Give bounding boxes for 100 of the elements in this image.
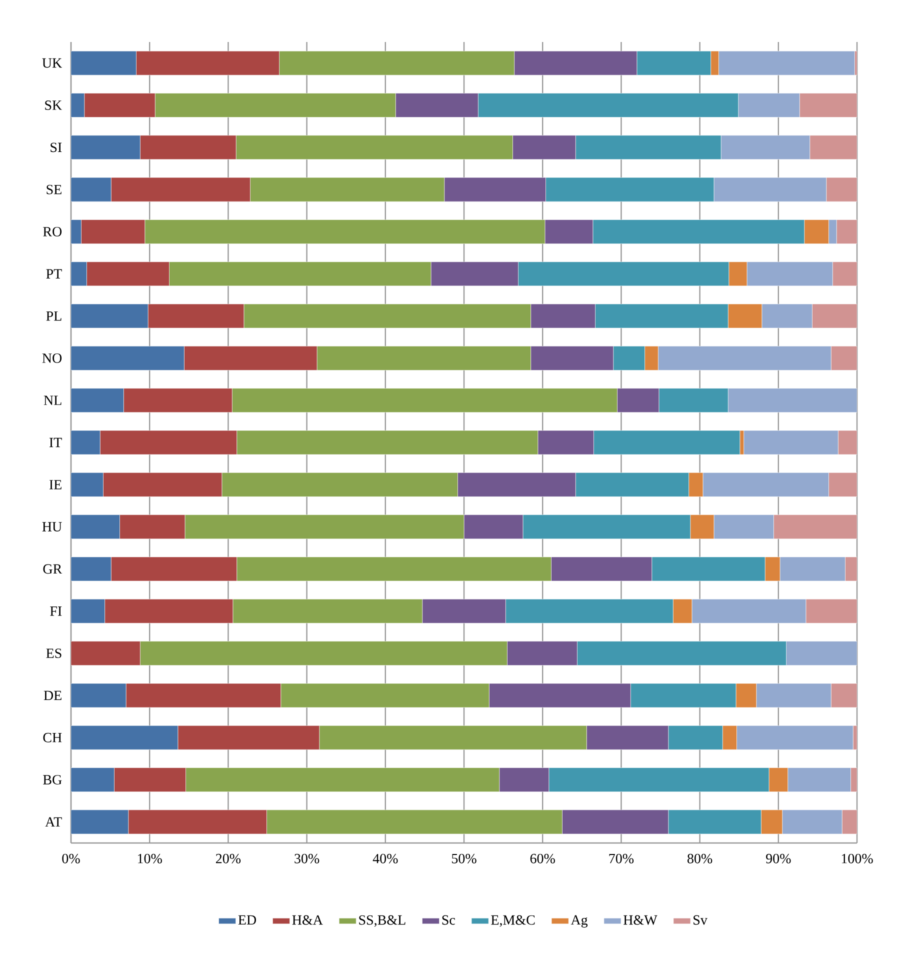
y-tick-label: IE [49, 480, 62, 490]
x-tick-label: 50% [452, 854, 476, 864]
y-tick-label: CH [43, 732, 62, 742]
x-tick-label: 100% [842, 854, 873, 864]
y-tick-label: RO [43, 227, 62, 236]
legend-label: ED [238, 915, 256, 925]
x-tick-label: 90% [766, 854, 791, 864]
legend-label: Sc [442, 915, 455, 925]
legend-label: Sv [694, 915, 708, 925]
bar [71, 50, 136, 76]
bar [71, 556, 112, 582]
y-tick-label: ES [46, 648, 62, 658]
bar [838, 430, 858, 455]
bar [746, 262, 833, 286]
bar [71, 388, 124, 413]
bar [71, 514, 120, 539]
bar [81, 220, 146, 244]
y-tick-label: GR [43, 564, 62, 574]
bar [842, 810, 858, 834]
bar [830, 683, 858, 708]
legend-label: H&A [292, 915, 323, 925]
bar [836, 220, 858, 244]
bar [738, 93, 800, 118]
bar [124, 388, 232, 413]
bar [71, 135, 140, 160]
legend-label: H&W [624, 915, 658, 925]
bar [744, 430, 838, 455]
bar [100, 430, 237, 455]
bar [140, 135, 236, 160]
bar [110, 556, 237, 582]
bar [830, 346, 858, 370]
bar [780, 556, 846, 582]
bar [786, 641, 858, 666]
bar [71, 177, 112, 202]
bar [702, 472, 829, 497]
bar [71, 683, 126, 708]
bar [178, 725, 320, 750]
bar [184, 346, 318, 370]
x-tick-label: 30% [294, 854, 320, 864]
legend-label: E,M&C [491, 915, 535, 927]
bar [128, 810, 267, 834]
bar [110, 177, 250, 202]
bar [658, 346, 832, 370]
y-tick-label: SK [45, 100, 62, 110]
bar [71, 598, 105, 624]
bar [148, 304, 244, 328]
y-tick-label: PT [46, 269, 62, 278]
bar [828, 472, 858, 497]
bar [799, 93, 858, 118]
y-tick-label: HU [42, 522, 62, 532]
y-tick-label: FI [50, 606, 62, 616]
bar [714, 514, 774, 539]
bar [71, 304, 148, 328]
bar [788, 768, 851, 792]
legend-label: SS,B&L [359, 915, 406, 927]
bar [71, 810, 129, 834]
bar [714, 177, 827, 202]
bar [86, 262, 170, 286]
bar [71, 220, 82, 244]
bar [782, 810, 842, 834]
x-tick-label: 40% [372, 854, 398, 864]
y-tick-label: SE [46, 184, 62, 194]
x-tick-label: 10% [138, 854, 162, 864]
y-tick-label: SI [50, 142, 62, 152]
bar [810, 135, 858, 160]
bar [114, 768, 186, 792]
bar [762, 304, 812, 328]
bar [728, 388, 858, 413]
y-tick-label: NO [42, 353, 62, 363]
legend-label: Ag [570, 915, 588, 928]
bar [832, 262, 858, 286]
x-tick-label: 20% [216, 854, 241, 864]
bar [692, 598, 806, 624]
bar [812, 304, 858, 328]
bar [720, 135, 810, 160]
y-tick-label: BG [43, 775, 62, 784]
y-tick-label: DE [44, 690, 62, 700]
bar [806, 598, 858, 624]
bar [71, 93, 84, 118]
bar [103, 472, 222, 497]
bar [120, 514, 186, 539]
bar [71, 641, 140, 666]
y-tick-label: NL [44, 396, 62, 405]
y-tick-label: UK [42, 58, 62, 68]
y-tick-label: PL [46, 311, 62, 321]
x-tick-label: 0% [62, 854, 80, 864]
bar [756, 683, 832, 708]
y-tick-label: IT [49, 438, 62, 448]
y-tick-label: AT [45, 817, 62, 827]
bar [104, 598, 234, 624]
bar [718, 50, 855, 76]
bar [71, 346, 184, 370]
bar [71, 725, 178, 750]
bar [736, 725, 854, 750]
bar [774, 514, 858, 539]
bar [826, 177, 858, 202]
bar [71, 430, 100, 455]
x-tick-label: 60% [530, 854, 555, 864]
bar [71, 262, 87, 286]
x-tick-label: 80% [688, 854, 712, 864]
